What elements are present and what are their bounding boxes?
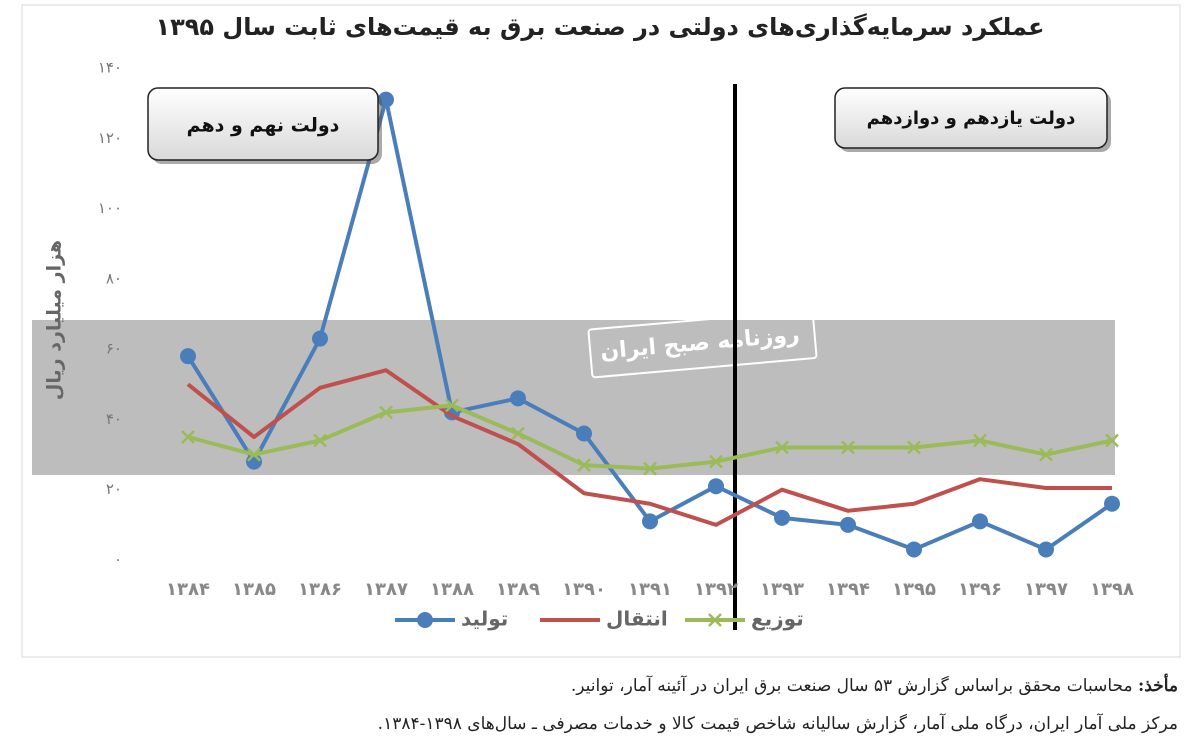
y-axis-label: هزار میلیارد ریال [44,240,66,400]
x-tick-label: ۱۳۸۶ [298,579,342,600]
data-point [180,348,196,365]
data-point [511,426,525,441]
x-tick-label: ۱۳۹۸ [1090,579,1134,600]
data-point [709,454,723,469]
data-point [907,440,921,455]
annotation-box [147,87,379,161]
data-point [973,433,987,448]
y-tick-label: ۱۰۰ [98,199,122,217]
y-tick-label: ۴۰ [106,410,122,428]
data-point [247,447,261,462]
x-tick-label: ۱۳۹۳ [760,579,804,600]
data-point [181,430,195,444]
legend-marker [708,613,722,627]
chart-frame [21,4,1181,658]
y-tick-label: ۲۰ [106,480,122,498]
x-tick-label: ۱۳۸۵ [232,579,276,600]
data-point [510,390,526,407]
data-point [1038,541,1054,558]
series-line [186,368,1112,527]
data-point [1105,433,1119,448]
source-text: محاسبات محقق براساس گزارش ۵۳ سال صنعت بر… [570,676,1133,696]
x-tick-label: ۱۳۹۷ [1024,579,1068,600]
data-point [774,509,790,526]
data-point [906,541,922,558]
source-label: مأخذ: [1138,676,1178,696]
data-point [972,513,988,530]
chart-title: عملکرد سرمایه‌گذاری‌های دولتی در صنعت بر… [155,13,1044,41]
watermark-band [32,320,1115,475]
y-tick-label: ۶۰ [106,340,122,358]
data-point [313,433,327,448]
chart: روزنامه صبح ایران عملکرد سرمایه‌گذاری‌ها… [21,4,1181,658]
x-tick-label: ۱۳۹۲ [694,579,738,600]
x-tick-label: ۱۳۸۹ [496,579,540,600]
x-tick-label: ۱۳۹۵ [892,579,936,600]
y-tick-label: ۸۰ [106,269,122,287]
x-tick-label: ۱۳۸۸ [430,579,474,600]
data-point [841,440,855,455]
legend-label: انتقال [606,607,668,631]
data-point [840,516,856,533]
y-tick-label: ۱۴۰ [98,59,122,77]
data-point [708,478,724,495]
y-tick-label: ۱۲۰ [98,129,122,147]
data-point [643,461,657,476]
source-line: مرکز ملی آمار ایران، درگاه ملی آمار، گزا… [377,714,1178,734]
data-point [577,458,591,472]
data-point [1039,447,1053,462]
x-tick-label: ۱۳۹۴ [826,579,870,600]
x-tick-label: ۱۳۹۶ [958,579,1002,600]
data-point [445,398,459,413]
data-point [1104,495,1120,512]
legend-label: تولید [461,607,508,631]
x-tick-label: ۱۳۸۷ [364,579,408,600]
plot: ۰ ۲۰ ۴۰ ۶۰ ۸۰ ۱۰۰ ۱۲۰ ۱۴۰ ۱۳۸۴ ۱۳۸۵ ۱۳۸۶ ۱۳۸۷ ۱۳۸۸ ۱۳… [98,59,1134,631]
x-tick-label: ۱۳۹۰ [562,579,606,600]
data-point [642,513,658,530]
y-tick-label: ۰ [114,551,122,569]
annotation-box [834,87,1108,149]
x-tick-label: ۱۳۹۱ [628,579,672,600]
annotation: دولت یازدهم و دوازدهم [867,108,1076,129]
annotation: دولت نهم و دهم [187,115,340,137]
watermark-box [587,309,818,379]
legend-label: توزیع [751,607,804,631]
x-tick-label: ۱۳۸۴ [166,579,210,600]
data-point [379,405,393,420]
data-point [312,330,328,347]
data-point [576,425,592,442]
legend-marker [417,612,433,628]
data-point [775,440,789,455]
source-line: مأخذ: محاسبات محقق براساس گزارش ۵۳ سال ص… [28,676,1178,696]
